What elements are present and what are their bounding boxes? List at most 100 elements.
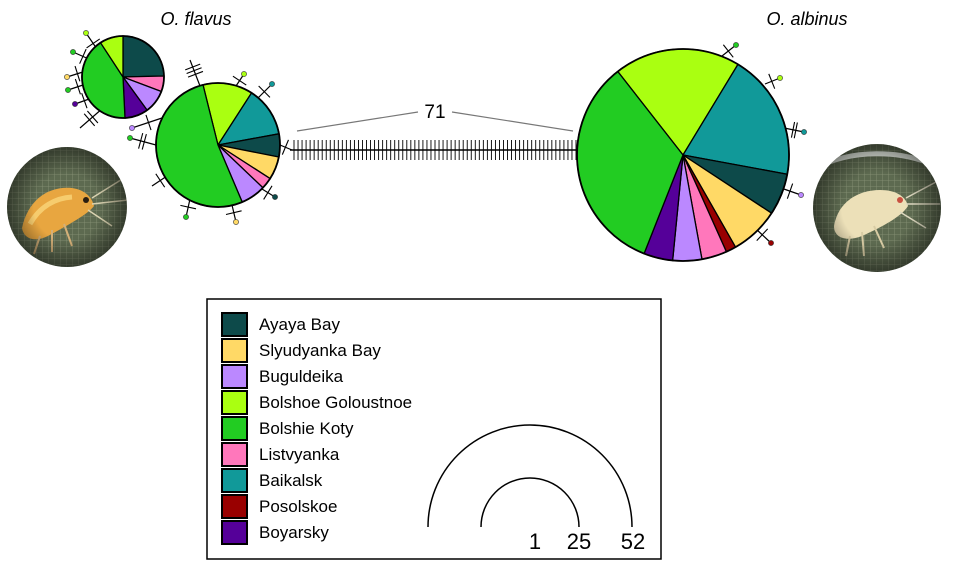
legend-label: Slyudyanka Bay [259, 341, 381, 360]
species-label-flavus: O. flavus [160, 9, 231, 29]
branch-dot [241, 71, 247, 77]
haplotype-flavus-small [81, 35, 165, 119]
branch-tick [258, 85, 271, 98]
branch-tick [232, 75, 247, 86]
photo-flavus [7, 147, 127, 267]
callout-line-right [451, 111, 574, 132]
side-branch [65, 78, 87, 95]
branch-dot [777, 75, 783, 81]
branch-line [185, 198, 191, 218]
branch-tick [756, 228, 769, 241]
legend-item-baikalsk: Baikalsk [221, 468, 323, 493]
branch-dot [768, 240, 774, 246]
legend-item-boyarsky: Boyarsky [221, 520, 329, 545]
side-branch [129, 114, 163, 131]
side-branch [764, 73, 783, 89]
legend-label: Boyarsky [259, 523, 329, 542]
legend-items: Ayaya Bay Slyudyanka Bay Buguldeika Bolshoe… [221, 312, 412, 545]
branch-dot [127, 135, 133, 141]
legend-box [206, 298, 662, 560]
pie-outline [81, 35, 165, 119]
side-branch [754, 227, 774, 246]
branch-tick [185, 63, 201, 71]
branch-dot [64, 74, 70, 80]
branch-tick [138, 133, 144, 149]
side-branch [257, 81, 275, 99]
branch-tick [86, 110, 99, 124]
branch-line [279, 144, 293, 151]
legend-label: Ayaya Bay [259, 315, 340, 334]
branch-dot [272, 194, 278, 200]
branch-dot [72, 101, 78, 107]
size-scale: 1 25 52 [427, 424, 645, 554]
branch-dot [733, 42, 739, 48]
scale-arc-large [427, 424, 633, 528]
legend-item-ayaya-bay: Ayaya Bay [221, 312, 340, 337]
side-branch [232, 71, 247, 87]
branch-tick [768, 73, 776, 89]
legend-swatch [221, 520, 248, 545]
side-branch [180, 198, 197, 220]
legend-swatch [221, 312, 248, 337]
branch-tick [722, 44, 734, 58]
haplotype-albinus-main [576, 48, 790, 262]
branch-dot [83, 30, 89, 36]
branch-line [783, 127, 805, 133]
branch-line [131, 117, 163, 129]
legend-label: Bolshie Koty [259, 419, 354, 438]
branch-line [129, 137, 157, 146]
legend-item-listvyanka: Listvyanka [221, 442, 340, 467]
legend: Ayaya Bay Slyudyanka Bay Buguldeika Bolshoe… [206, 298, 662, 560]
pie-outline [576, 48, 790, 262]
branch-tick [263, 185, 273, 200]
side-branch [780, 183, 804, 199]
side-branch [261, 185, 278, 200]
branch-line [257, 83, 273, 99]
branch-tick [83, 113, 96, 127]
legend-label: Bolshoe Goloustnoe [259, 393, 412, 412]
legend-label: Posolskoe [259, 497, 337, 516]
branch-dot [798, 192, 804, 198]
side-branch [127, 133, 157, 150]
side-branch [185, 59, 204, 87]
legend-item-posolskoe: Posolskoe [221, 494, 337, 519]
branch-dot [801, 129, 807, 135]
branch-dot [65, 87, 71, 93]
scale-label-25: 25 [567, 529, 591, 554]
branch-tick [86, 38, 101, 49]
haplotype-flavus-main [155, 82, 281, 208]
mutation-ticks [293, 140, 577, 160]
branch-tick [155, 173, 166, 188]
side-branch [279, 139, 293, 155]
legend-item-bolshoe-goloustnoe: Bolshoe Goloustnoe [221, 390, 412, 415]
branch-line [231, 204, 237, 223]
branch-tick [281, 139, 289, 155]
branch-tick [186, 67, 202, 75]
legend-item-slyudyanka-bay: Slyudyanka Bay [221, 338, 381, 363]
legend-swatch [221, 468, 248, 493]
legend-label: Baikalsk [259, 471, 323, 490]
branch-dot [183, 214, 189, 220]
branch-line [780, 187, 802, 196]
callout-line-left [296, 111, 419, 132]
scale-label-52: 52 [621, 529, 645, 554]
branch-tick [81, 92, 88, 109]
branch-tick [74, 65, 81, 82]
branch-tick [180, 204, 197, 210]
branch-line [721, 44, 737, 57]
legend-item-bolshie-koty: Bolshie Koty [221, 416, 354, 441]
branch-dot [70, 49, 76, 55]
branch-tick [786, 183, 794, 199]
mutation-count-label: 71 [424, 102, 445, 123]
branch-dot [129, 125, 135, 131]
legend-swatch [221, 338, 248, 363]
legend-swatch [221, 494, 248, 519]
branch-tick [793, 122, 798, 139]
side-branch [783, 121, 807, 139]
legend-swatch [221, 390, 248, 415]
branch-dot [269, 81, 275, 87]
legend-item-buguldeika: Buguldeika [221, 364, 344, 389]
mutation-count-callout: 71 [296, 102, 574, 132]
branch-tick [790, 121, 796, 138]
